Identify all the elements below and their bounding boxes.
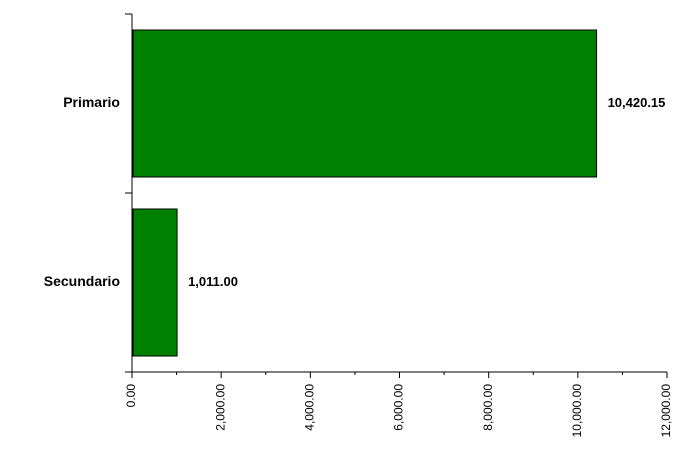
bar-primario bbox=[132, 29, 598, 178]
category-label: Secundario bbox=[44, 273, 120, 289]
bar-secundario bbox=[132, 208, 178, 357]
x-tick-label: 10,000.00 bbox=[570, 384, 584, 438]
value-label: 10,420.15 bbox=[608, 95, 666, 110]
x-tick-label: 2,000.00 bbox=[213, 384, 227, 431]
labels: Primario 10,420.15 Secundario 1,011.00 bbox=[44, 94, 666, 289]
x-tick-label: 12,000.00 bbox=[659, 384, 673, 438]
axes: 0.00 2,000.00 4,000.00 6,000.00 8,000.00 10,0… bbox=[124, 13, 673, 438]
bars bbox=[132, 29, 598, 357]
category-label: Primario bbox=[63, 94, 120, 110]
value-label: 1,011.00 bbox=[188, 274, 238, 289]
x-tick-label: 6,000.00 bbox=[392, 384, 406, 431]
x-tick-label: 0.00 bbox=[124, 384, 138, 408]
x-tick-label: 8,000.00 bbox=[481, 384, 495, 431]
x-tick-label: 4,000.00 bbox=[303, 384, 317, 431]
